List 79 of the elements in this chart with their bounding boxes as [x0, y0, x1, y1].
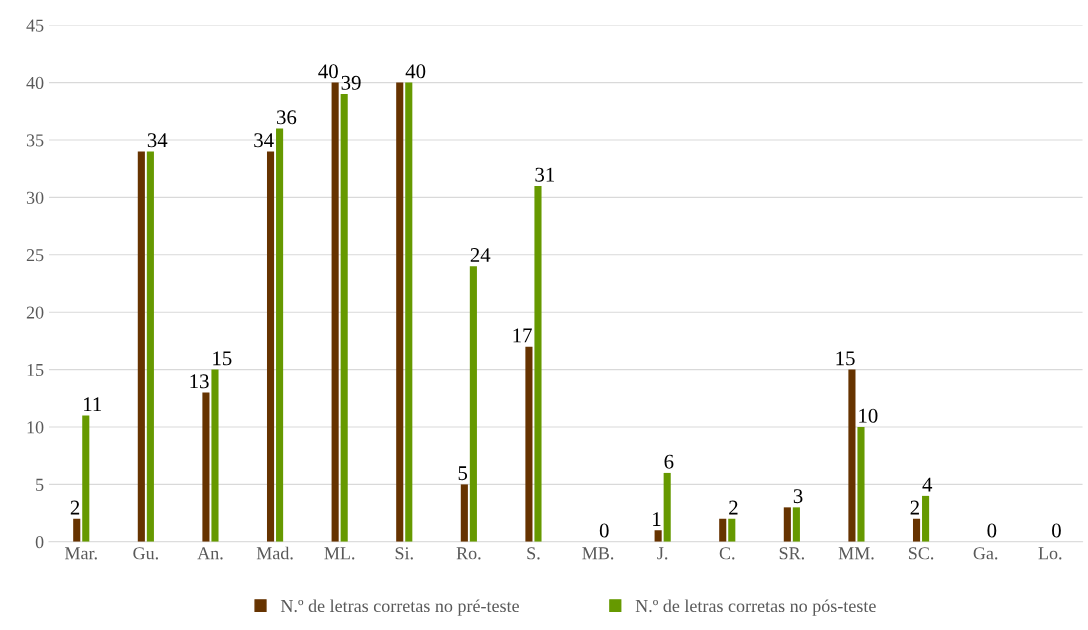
bar [857, 427, 865, 542]
x-tick-label: C. [719, 547, 735, 560]
data-label: 15 [836, 351, 855, 366]
data-label: 2 [910, 500, 919, 515]
bar [137, 151, 145, 542]
data-label: 3 [793, 489, 803, 504]
x-tick-label: Ga. [973, 547, 998, 560]
data-label: 39 [341, 75, 361, 90]
y-tick-label: 10 [27, 421, 44, 434]
y-tick-label: 5 [36, 478, 44, 491]
x-tick-label: SR. [779, 547, 804, 560]
data-label: 34 [254, 133, 274, 148]
y-tick-label: 0 [35, 536, 44, 549]
bar [460, 484, 468, 542]
data-label: 2 [70, 500, 80, 515]
x-tick-label: SC. [908, 547, 934, 560]
data-label: 36 [277, 110, 297, 125]
data-label: 34 [147, 133, 168, 148]
bar [922, 495, 930, 542]
bar [405, 82, 413, 542]
x-tick-label: An. [197, 547, 223, 560]
x-tick-label: Lo. [1038, 547, 1062, 560]
data-label: 5 [458, 466, 468, 481]
x-tick-label: Ro. [456, 547, 481, 560]
bar [783, 507, 791, 542]
legend-label: N.º de letras corretas no pós-teste [635, 599, 876, 616]
data-label: 15 [213, 351, 232, 366]
bar [146, 151, 154, 542]
x-tick-label: MB. [582, 547, 614, 560]
data-label: 40 [318, 64, 338, 79]
bar [266, 151, 275, 542]
bar [792, 507, 800, 542]
bar [848, 369, 856, 542]
data-label: 4 [922, 477, 933, 492]
bar [331, 82, 339, 542]
data-label: 0 [987, 523, 997, 538]
data-label: 0 [1052, 523, 1061, 538]
y-tick-label: 20 [26, 306, 44, 319]
bar [82, 415, 90, 542]
data-label: 31 [535, 167, 555, 182]
data-label: 24 [470, 248, 491, 262]
bar [469, 266, 477, 542]
bar [73, 518, 81, 542]
data-label: 17 [513, 328, 532, 343]
y-tick-label: 15 [27, 363, 44, 377]
data-label: 2 [729, 500, 738, 515]
bar [396, 82, 404, 542]
y-tick-label: 25 [26, 249, 44, 262]
bar [525, 346, 533, 542]
y-tick-label: 40 [26, 76, 44, 90]
y-tick-label: 35 [26, 134, 44, 147]
bar [719, 518, 727, 542]
x-tick-label: Mad. [256, 546, 293, 560]
bar [663, 472, 671, 542]
x-tick-label: ML. [324, 547, 355, 560]
y-tick-label: 45 [26, 19, 44, 32]
bar [654, 530, 662, 542]
y-tick-label: 30 [26, 191, 44, 204]
data-label: 10 [859, 408, 878, 423]
x-tick-label: S. [527, 547, 540, 560]
data-label: 1 [653, 512, 661, 526]
x-tick-label: MM. [838, 547, 874, 560]
bar [534, 185, 542, 542]
bar [728, 518, 736, 542]
data-label: 13 [190, 374, 209, 389]
bar [276, 128, 284, 542]
x-tick-label: J. [657, 547, 668, 560]
bar [912, 518, 921, 542]
x-tick-label: Gu. [133, 547, 158, 560]
legend-label: N.º de letras corretas no pré-teste [280, 599, 519, 616]
data-label: 0 [599, 523, 609, 538]
data-label: 6 [664, 454, 674, 469]
x-tick-label: Mar. [64, 547, 97, 560]
data-label: 40 [405, 64, 426, 79]
bar [340, 94, 348, 542]
data-label: 11 [84, 397, 102, 412]
bar [211, 369, 219, 542]
x-tick-label: Si. [395, 547, 413, 560]
bar [202, 392, 210, 542]
